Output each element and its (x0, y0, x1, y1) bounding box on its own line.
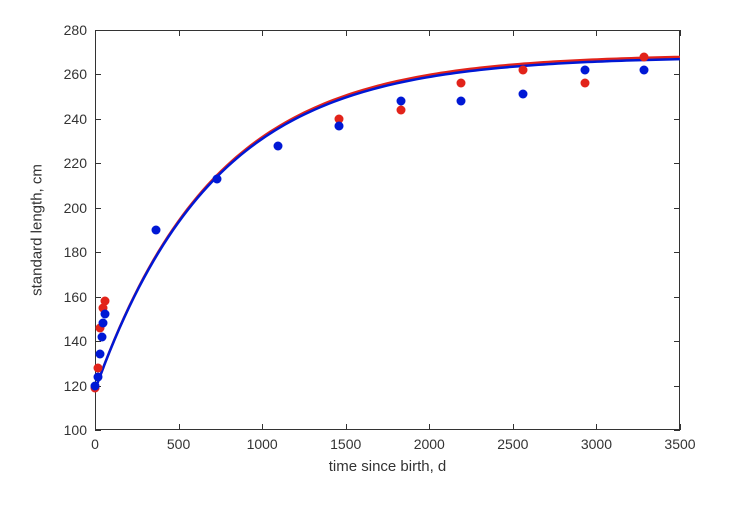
curves-layer (0, 0, 729, 521)
red-points-marker (396, 106, 405, 115)
growth-chart: time since birth, d standard length, cm … (0, 0, 729, 521)
blue-points-marker (274, 141, 283, 150)
blue-curve (95, 59, 680, 390)
red-points-marker (580, 79, 589, 88)
blue-points-marker (91, 381, 100, 390)
red-points-marker (93, 363, 102, 372)
blue-points-marker (101, 310, 110, 319)
blue-points-marker (457, 97, 466, 106)
blue-points-marker (335, 121, 344, 130)
blue-points-marker (152, 226, 161, 235)
blue-points-marker (518, 90, 527, 99)
blue-points-marker (96, 350, 105, 359)
blue-points-marker (97, 332, 106, 341)
red-points-marker (457, 79, 466, 88)
blue-points-marker (396, 97, 405, 106)
red-points-marker (518, 66, 527, 75)
blue-points-marker (99, 319, 108, 328)
red-points-marker (101, 297, 110, 306)
blue-points-marker (213, 174, 222, 183)
blue-points-marker (580, 66, 589, 75)
red-points-marker (640, 52, 649, 61)
blue-points-marker (640, 66, 649, 75)
blue-points-marker (93, 372, 102, 381)
red-curve (95, 57, 680, 390)
